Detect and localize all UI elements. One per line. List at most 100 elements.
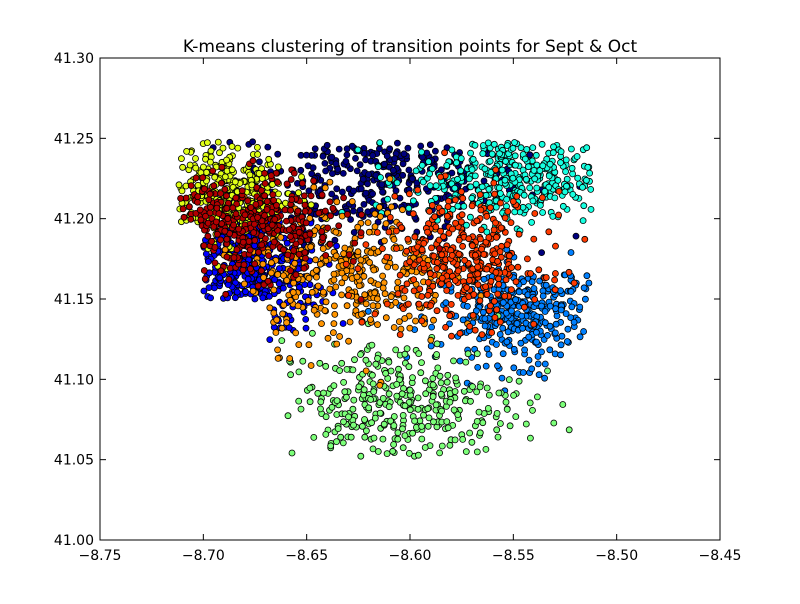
data-point [370, 388, 378, 396]
data-point [424, 422, 432, 430]
data-point [287, 267, 294, 275]
data-point [468, 242, 476, 250]
data-point [302, 324, 310, 332]
data-point [569, 190, 577, 198]
data-point [392, 346, 400, 354]
data-point [340, 250, 348, 258]
data-point [314, 389, 322, 397]
data-point [209, 167, 217, 175]
data-point [488, 150, 496, 158]
data-point [267, 259, 275, 267]
data-point [415, 300, 423, 308]
data-point [403, 280, 411, 288]
data-point [292, 271, 300, 279]
data-point [557, 159, 564, 167]
data-point [473, 350, 481, 358]
data-point [338, 359, 346, 367]
data-point [414, 186, 422, 194]
data-point [223, 253, 231, 261]
data-point [511, 152, 519, 160]
data-point [324, 334, 332, 342]
data-point [286, 355, 294, 362]
data-point [510, 345, 518, 353]
data-point [371, 210, 379, 218]
data-point [185, 203, 193, 211]
data-point [322, 167, 330, 175]
x-tick-label: −8.50 [595, 548, 638, 564]
data-point [406, 386, 414, 394]
data-point [177, 155, 185, 163]
y-tick-label: 41.30 [54, 51, 94, 67]
data-point [568, 303, 576, 311]
data-point [349, 257, 357, 265]
data-point [351, 356, 358, 364]
data-point [206, 190, 214, 198]
data-point [367, 316, 374, 323]
data-point [267, 269, 275, 277]
data-point [432, 223, 440, 231]
data-point [232, 210, 240, 218]
data-point [381, 290, 389, 298]
data-point [480, 250, 488, 258]
data-point [385, 390, 393, 398]
data-point [538, 348, 545, 356]
data-point [270, 238, 278, 246]
data-point [479, 419, 487, 427]
data-point [303, 151, 310, 159]
data-point [481, 315, 489, 323]
data-point [531, 210, 539, 217]
data-point [443, 418, 451, 426]
data-point [461, 256, 469, 264]
data-point [513, 192, 521, 200]
data-point [300, 192, 308, 200]
data-point [278, 337, 286, 345]
data-point [357, 452, 365, 460]
data-point [580, 284, 588, 292]
data-point [216, 149, 223, 157]
data-point [242, 288, 249, 296]
data-point [333, 340, 341, 348]
data-point [346, 318, 354, 326]
data-point [330, 276, 338, 284]
data-point [261, 212, 268, 219]
data-point [459, 316, 467, 324]
data-point [555, 211, 562, 219]
data-point [401, 432, 409, 440]
data-point [390, 324, 398, 331]
data-point [275, 265, 283, 272]
data-point [579, 183, 586, 191]
data-point [568, 164, 576, 172]
data-point [271, 276, 279, 284]
data-point [285, 226, 293, 234]
data-point [214, 138, 222, 146]
data-point [587, 185, 595, 193]
data-point [435, 236, 443, 244]
data-point [274, 163, 282, 171]
data-point [267, 172, 275, 180]
data-point [490, 179, 498, 187]
data-point [447, 300, 455, 308]
data-point [262, 235, 269, 243]
data-point [261, 180, 269, 187]
data-point [233, 246, 241, 254]
data-point [347, 433, 355, 441]
data-point [430, 418, 437, 426]
data-point [297, 151, 305, 159]
data-point [532, 151, 540, 159]
y-tick-label: 41.05 [54, 453, 94, 469]
data-point [339, 320, 347, 327]
data-point [204, 258, 212, 266]
data-point [350, 421, 357, 429]
data-point [410, 261, 418, 269]
data-point [360, 272, 368, 280]
data-point [317, 398, 325, 406]
data-point [287, 233, 294, 240]
data-point [187, 215, 195, 223]
data-point [389, 166, 397, 174]
data-point [457, 188, 465, 196]
data-point [290, 247, 298, 255]
data-point [483, 290, 491, 298]
data-point [334, 165, 342, 173]
data-point [251, 295, 259, 303]
data-point [261, 169, 269, 177]
